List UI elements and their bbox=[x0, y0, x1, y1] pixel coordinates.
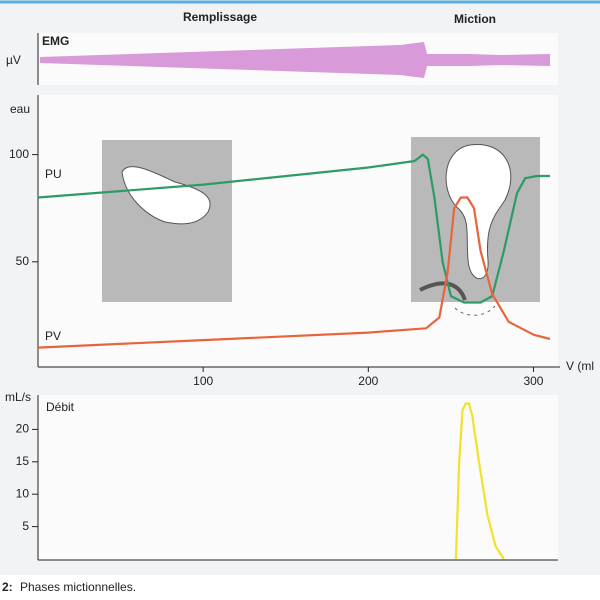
y-tick-label: 20 bbox=[16, 422, 30, 436]
x-axis-label: V (ml bbox=[566, 359, 594, 373]
caption-text: Phases mictionnelles. bbox=[20, 580, 136, 594]
phase-label: Remplissage bbox=[183, 10, 257, 24]
series-label: PV bbox=[45, 329, 61, 343]
emg-trace bbox=[40, 42, 550, 78]
caption-number: 2: bbox=[2, 580, 13, 594]
y-tick-label: 100 bbox=[9, 147, 29, 161]
bladder-voiding bbox=[445, 143, 512, 280]
series-line bbox=[37, 196, 551, 349]
y-tick-label: 15 bbox=[16, 454, 30, 468]
series-label: Débit bbox=[46, 400, 75, 414]
series-line bbox=[37, 153, 550, 304]
stream bbox=[454, 305, 496, 316]
x-tick-label: 200 bbox=[358, 374, 378, 388]
emg-unit: µV bbox=[6, 53, 21, 67]
x-tick-label: 300 bbox=[523, 374, 543, 388]
y-axis-label: mL/s bbox=[5, 390, 31, 404]
y-tick-label: 50 bbox=[16, 254, 30, 268]
y-tick-label: 5 bbox=[22, 519, 29, 533]
bladder-filling bbox=[121, 166, 211, 225]
phase-label: Miction bbox=[454, 12, 496, 26]
x-tick-label: 100 bbox=[193, 374, 213, 388]
y-tick-label: 10 bbox=[16, 486, 30, 500]
y-axis-label: eau bbox=[10, 102, 30, 116]
emg-label: EMG bbox=[42, 34, 69, 48]
series-label: PU bbox=[45, 167, 62, 181]
series-line bbox=[454, 402, 505, 560]
flow-panel bbox=[38, 395, 558, 560]
